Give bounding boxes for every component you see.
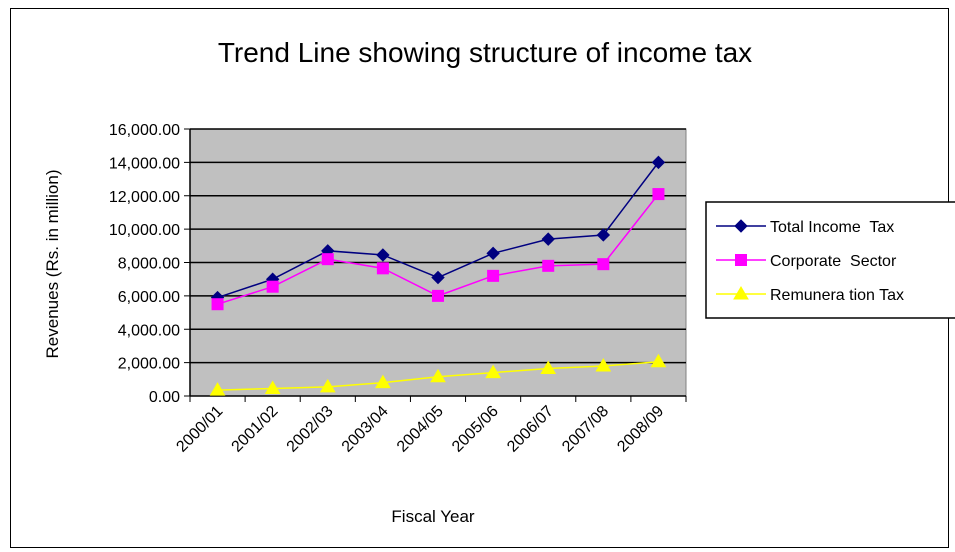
x-axis-label: Fiscal Year — [391, 507, 474, 526]
data-point — [376, 262, 389, 275]
data-point — [597, 258, 610, 271]
y-tick-label: 12,000.00 — [109, 189, 180, 206]
data-point — [211, 298, 224, 311]
data-point — [595, 357, 612, 372]
data-point — [650, 353, 667, 368]
legend-item: Remunera tion Tax — [716, 286, 904, 304]
data-point — [596, 228, 611, 242]
data-point — [266, 280, 279, 293]
x-tick-label: 2000/01 — [173, 403, 226, 456]
legend-marker — [734, 219, 748, 233]
data-point — [431, 270, 445, 285]
legend-item: Total Income Tax — [716, 219, 894, 236]
chart-title: Trend Line showing structure of income t… — [218, 37, 752, 68]
x-tick-label: 2001/02 — [229, 403, 282, 456]
data-point — [432, 289, 444, 302]
data-point — [209, 382, 226, 396]
legend-label: Corporate Sector — [770, 253, 897, 270]
data-point — [541, 232, 555, 246]
data-point — [376, 248, 390, 262]
y-tick-label: 8,000.00 — [118, 256, 180, 273]
y-tick-label: 14,000.00 — [109, 155, 180, 172]
y-tick-label: 4,000.00 — [118, 322, 180, 339]
series-2 — [211, 188, 665, 311]
data-point — [375, 374, 391, 389]
x-tick-label: 2006/07 — [504, 403, 557, 456]
data-point — [486, 246, 500, 261]
data-point — [430, 368, 446, 383]
series-3 — [209, 353, 667, 396]
x-tick-label: 2004/05 — [394, 403, 447, 456]
y-tick-label: 2,000.00 — [118, 356, 180, 373]
legend-label: Total Income Tax — [770, 219, 894, 236]
legend-label: Remunera tion Tax — [770, 287, 904, 304]
legend: Total Income Tax Corporate Sector Remunera… — [705, 201, 955, 319]
y-tick-label: 16,000.00 — [109, 122, 180, 139]
y-tick-label: 10,000.00 — [109, 222, 180, 239]
data-point — [264, 380, 281, 394]
y-tick-label: 0.00 — [149, 389, 180, 406]
plot-area: 0.00 2,000.00 4,000.00 6,000.00 8,000.00 10,0… — [109, 122, 687, 456]
data-point — [321, 253, 334, 266]
legend-marker — [735, 254, 747, 266]
x-tick-label: 2002/03 — [284, 403, 337, 456]
x-tick-label: 2005/06 — [449, 403, 502, 456]
legend-item: Corporate Sector — [716, 253, 897, 270]
x-tick-label: 2003/04 — [339, 403, 392, 456]
series-1 — [210, 155, 666, 305]
data-point — [651, 155, 666, 170]
x-tick-label: 2008/09 — [614, 403, 667, 456]
y-tick-label: 6,000.00 — [118, 289, 180, 306]
data-point — [540, 360, 557, 374]
y-axis-label: Revenues (Rs. in million) — [43, 170, 62, 359]
legend-marker — [733, 286, 749, 300]
data-point — [542, 259, 555, 272]
data-point — [487, 269, 500, 282]
data-point — [652, 188, 665, 201]
data-point — [319, 378, 336, 393]
x-tick-label: 2007/08 — [559, 403, 612, 456]
data-point — [485, 364, 501, 379]
